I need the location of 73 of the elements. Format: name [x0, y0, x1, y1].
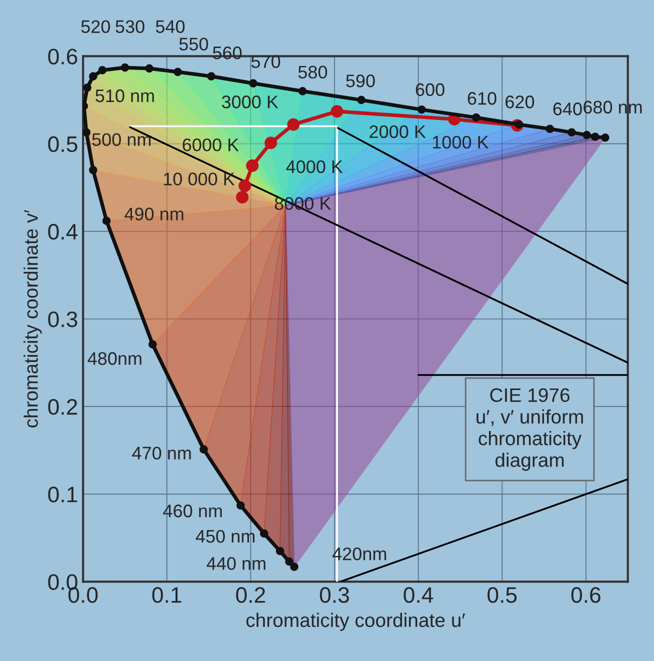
point — [582, 130, 591, 140]
point — [417, 105, 426, 114]
point — [285, 557, 294, 566]
point — [83, 128, 91, 137]
point — [88, 72, 98, 80]
point — [83, 84, 92, 92]
annotation: 470 nm — [132, 446, 191, 460]
annotation: 1000 K — [432, 136, 489, 149]
annotation: 420nm — [332, 547, 386, 560]
point — [287, 118, 300, 131]
point — [546, 124, 554, 134]
annotation: 10 000 K — [164, 172, 235, 186]
annotation: 590 — [346, 74, 375, 88]
annotation: 480nm — [88, 352, 142, 365]
annotation: 500 nm — [92, 133, 151, 146]
point — [472, 113, 480, 122]
y-tick-label: 0.1 — [48, 486, 78, 502]
x-axis-title: chromaticity coordinate u′ — [246, 612, 465, 631]
annotation: 3000 K — [222, 96, 278, 108]
text: 550 — [179, 38, 208, 51]
point — [88, 166, 98, 174]
annotation: 6000 K — [182, 138, 239, 152]
y-axis-title: chromaticity coordinate v′ — [24, 210, 42, 428]
point — [246, 159, 259, 172]
annotation: 610 — [468, 92, 496, 105]
point — [236, 190, 249, 204]
point — [249, 79, 258, 88]
point — [264, 136, 278, 150]
annotation: 580 — [298, 66, 328, 79]
x-tick-label: 0.3 — [320, 587, 349, 603]
point — [236, 501, 245, 510]
y-tick-label: 0.6 — [48, 48, 78, 64]
point — [276, 546, 284, 556]
point — [298, 87, 307, 96]
y-tick-label: 0.2 — [48, 399, 78, 415]
x-tick-label: 0.5 — [488, 587, 517, 603]
x-tick-label: 0.1 — [152, 587, 182, 603]
annotation: 640 — [553, 102, 582, 116]
point — [200, 445, 208, 454]
annotation: 620 — [506, 96, 534, 108]
annotation: 490 nm — [124, 208, 184, 220]
annotation: 510 nm — [96, 89, 154, 102]
y-tick-label: 0.5 — [48, 136, 78, 152]
text: 520 — [81, 20, 110, 34]
annotation: 2000 K — [370, 125, 426, 138]
annotation: 450 nm — [196, 530, 254, 543]
y-tick-label: 0.4 — [48, 224, 78, 240]
x-tick-label: 0.2 — [236, 587, 266, 603]
point — [102, 216, 111, 226]
text: 530 — [116, 20, 144, 34]
point — [290, 562, 298, 571]
point — [174, 68, 182, 76]
x-tick-label: 0.4 — [404, 587, 434, 603]
point — [145, 64, 154, 73]
point — [357, 96, 366, 104]
point — [568, 128, 576, 137]
annotation: CIE 1976 u′, v′ uniform chromaticity diagram — [476, 388, 583, 471]
point — [238, 180, 252, 192]
point — [330, 105, 344, 118]
point — [98, 66, 106, 74]
x-tick-label: 0.6 — [571, 587, 600, 603]
point — [207, 72, 216, 80]
annotation: 460 nm — [163, 504, 222, 518]
annotation: 600 — [416, 83, 444, 96]
point — [590, 132, 600, 141]
point — [148, 340, 157, 348]
y-tick-label: 0.3 — [48, 311, 78, 328]
text: 540 — [156, 20, 185, 34]
point — [601, 133, 610, 142]
annotation: 440 nm — [206, 557, 266, 570]
point — [120, 63, 130, 72]
point — [260, 529, 268, 538]
annotation: 570 — [251, 55, 280, 68]
